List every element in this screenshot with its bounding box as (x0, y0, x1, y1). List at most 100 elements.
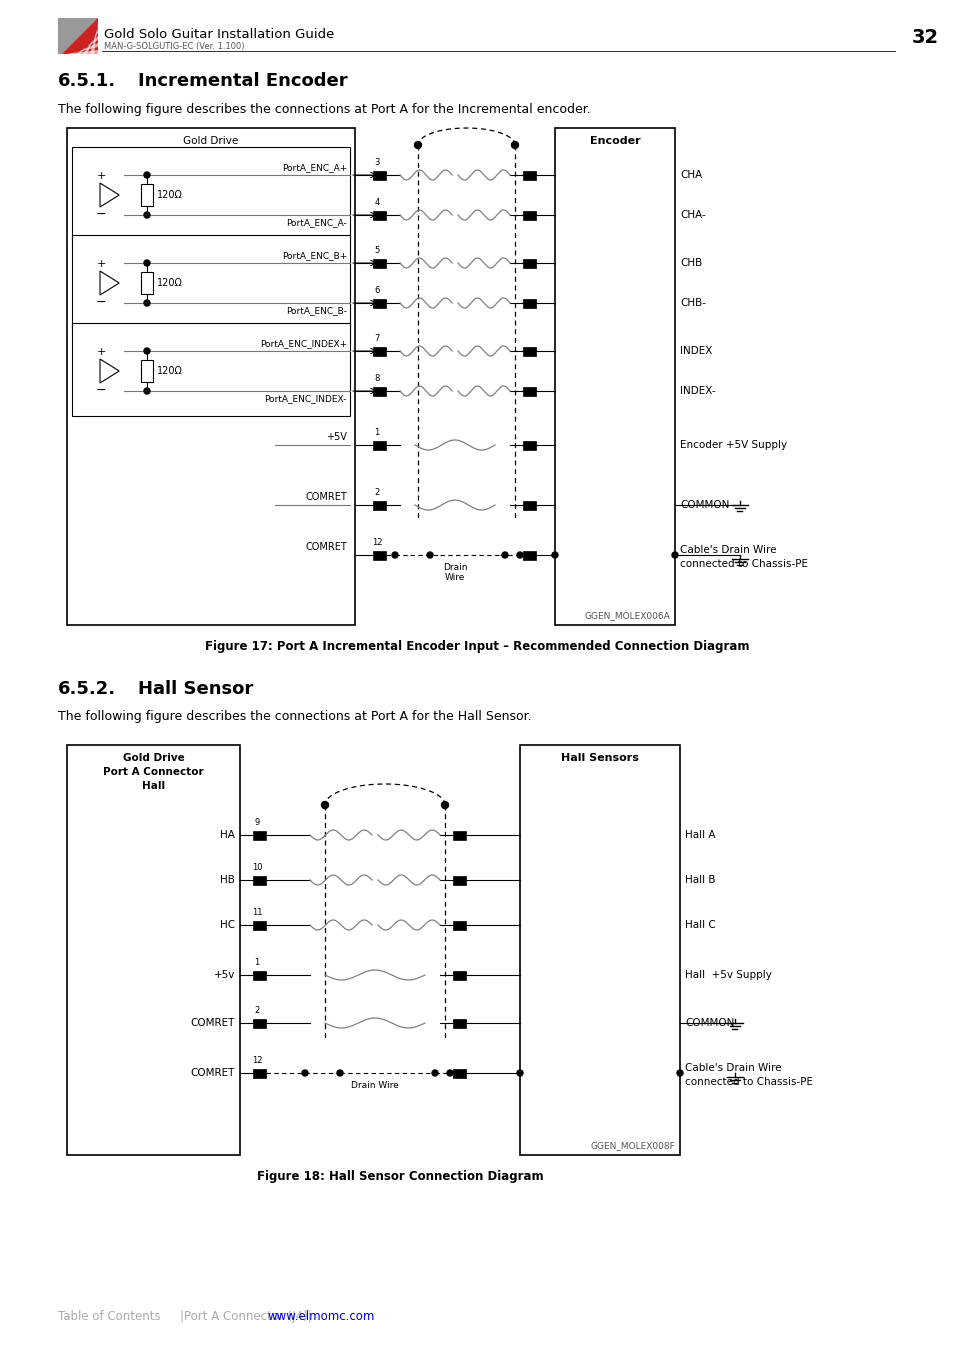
Circle shape (517, 552, 522, 558)
Text: COMRET: COMRET (191, 1068, 234, 1079)
Polygon shape (69, 43, 98, 54)
Text: Gold Solo Guitar Installation Guide: Gold Solo Guitar Installation Guide (104, 28, 334, 40)
Text: PortA_ENC_B+: PortA_ENC_B+ (281, 251, 347, 261)
Text: COMRET: COMRET (305, 541, 347, 552)
Text: Cable's Drain Wire: Cable's Drain Wire (684, 1062, 781, 1073)
Bar (374, 258, 386, 267)
Text: PortA_ENC_A-: PortA_ENC_A- (286, 217, 347, 227)
Text: CHA-: CHA- (679, 211, 705, 220)
Text: |Port A Connector (J4)|: |Port A Connector (J4)| (180, 1310, 312, 1323)
Circle shape (414, 142, 421, 148)
Text: −: − (95, 383, 106, 397)
Text: 120Ω: 120Ω (157, 190, 183, 200)
Bar (523, 170, 536, 180)
Text: The following figure describes the connections at Port A for the Hall Sensor.: The following figure describes the conne… (58, 710, 531, 724)
Text: Hall  +5v Supply: Hall +5v Supply (684, 971, 771, 980)
Bar (253, 1018, 266, 1027)
Text: 10: 10 (252, 863, 262, 872)
Text: CHB: CHB (679, 258, 701, 269)
Text: −: − (95, 208, 106, 220)
Bar (71, 235, 350, 328)
Bar (374, 298, 386, 308)
Bar (374, 551, 386, 559)
Text: 12: 12 (372, 539, 382, 547)
Bar (374, 347, 386, 355)
Text: Table of Contents: Table of Contents (58, 1310, 160, 1323)
Bar (555, 128, 675, 625)
Text: Figure 17: Port A Incremental Encoder Input – Recommended Connection Diagram: Figure 17: Port A Incremental Encoder In… (205, 640, 748, 653)
Bar (141, 184, 152, 207)
Bar (58, 18, 98, 54)
Text: Hall Sensor: Hall Sensor (138, 680, 253, 698)
Circle shape (144, 261, 150, 266)
Bar (523, 258, 536, 267)
Polygon shape (83, 28, 98, 54)
Text: 1: 1 (374, 428, 379, 437)
Circle shape (321, 802, 328, 809)
Bar (71, 147, 350, 240)
Text: CHB-: CHB- (679, 298, 705, 308)
Text: Port A Connector: Port A Connector (103, 767, 204, 778)
Bar (253, 1068, 266, 1077)
Text: connected to Chassis-PE: connected to Chassis-PE (679, 559, 807, 568)
Bar (453, 876, 466, 884)
Bar (519, 745, 679, 1156)
Text: 1: 1 (254, 958, 259, 967)
Text: 120Ω: 120Ω (157, 278, 183, 288)
Text: MAN-G-SOLGUTIG-EC (Ver. 1.100): MAN-G-SOLGUTIG-EC (Ver. 1.100) (104, 42, 244, 51)
Text: +5v: +5v (213, 971, 234, 980)
Text: Port A Connector: Port A Connector (167, 148, 254, 158)
Circle shape (392, 552, 397, 558)
Text: PortA_ENC_A+: PortA_ENC_A+ (281, 163, 347, 171)
Bar (523, 501, 536, 509)
Bar (523, 440, 536, 450)
Text: 11: 11 (252, 909, 262, 917)
Text: connected to Chassis-PE: connected to Chassis-PE (684, 1077, 812, 1087)
Bar (523, 551, 536, 559)
Circle shape (144, 387, 150, 394)
Bar (523, 347, 536, 355)
Bar (71, 323, 350, 416)
Bar (374, 386, 386, 396)
Circle shape (302, 1071, 308, 1076)
Text: Cable's Drain Wire: Cable's Drain Wire (679, 545, 776, 555)
Text: 12: 12 (252, 1056, 262, 1065)
Text: Encoder: Encoder (589, 136, 639, 146)
Circle shape (552, 552, 558, 558)
Bar (453, 1068, 466, 1077)
Text: +5V: +5V (326, 432, 347, 441)
Polygon shape (100, 271, 119, 296)
Bar (374, 211, 386, 220)
Bar (141, 360, 152, 382)
Circle shape (144, 300, 150, 306)
Circle shape (677, 1071, 682, 1076)
Bar (253, 921, 266, 930)
Circle shape (427, 552, 433, 558)
Text: Drain
Wire: Drain Wire (442, 563, 467, 582)
Text: HC: HC (219, 919, 234, 930)
Bar (141, 271, 152, 294)
Bar (253, 876, 266, 884)
Bar (523, 211, 536, 220)
Text: COMMON: COMMON (679, 500, 729, 510)
Text: Hall B: Hall B (684, 875, 715, 886)
Circle shape (144, 212, 150, 217)
Text: 120Ω: 120Ω (157, 366, 183, 377)
Text: Hall: Hall (142, 782, 165, 791)
Circle shape (501, 552, 507, 558)
Polygon shape (62, 50, 98, 54)
Text: 3: 3 (374, 158, 379, 167)
Bar (253, 971, 266, 980)
Bar (374, 170, 386, 180)
Circle shape (517, 1071, 522, 1076)
Bar (523, 386, 536, 396)
Text: Figure 18: Hall Sensor Connection Diagram: Figure 18: Hall Sensor Connection Diagra… (256, 1170, 543, 1183)
Text: 32: 32 (911, 28, 938, 47)
Text: COMRET: COMRET (305, 491, 347, 502)
Text: −: − (95, 296, 106, 309)
Circle shape (671, 552, 678, 558)
Bar (67, 745, 240, 1156)
Text: INDEX: INDEX (679, 346, 712, 356)
Text: 2: 2 (254, 1006, 259, 1015)
Bar (374, 440, 386, 450)
